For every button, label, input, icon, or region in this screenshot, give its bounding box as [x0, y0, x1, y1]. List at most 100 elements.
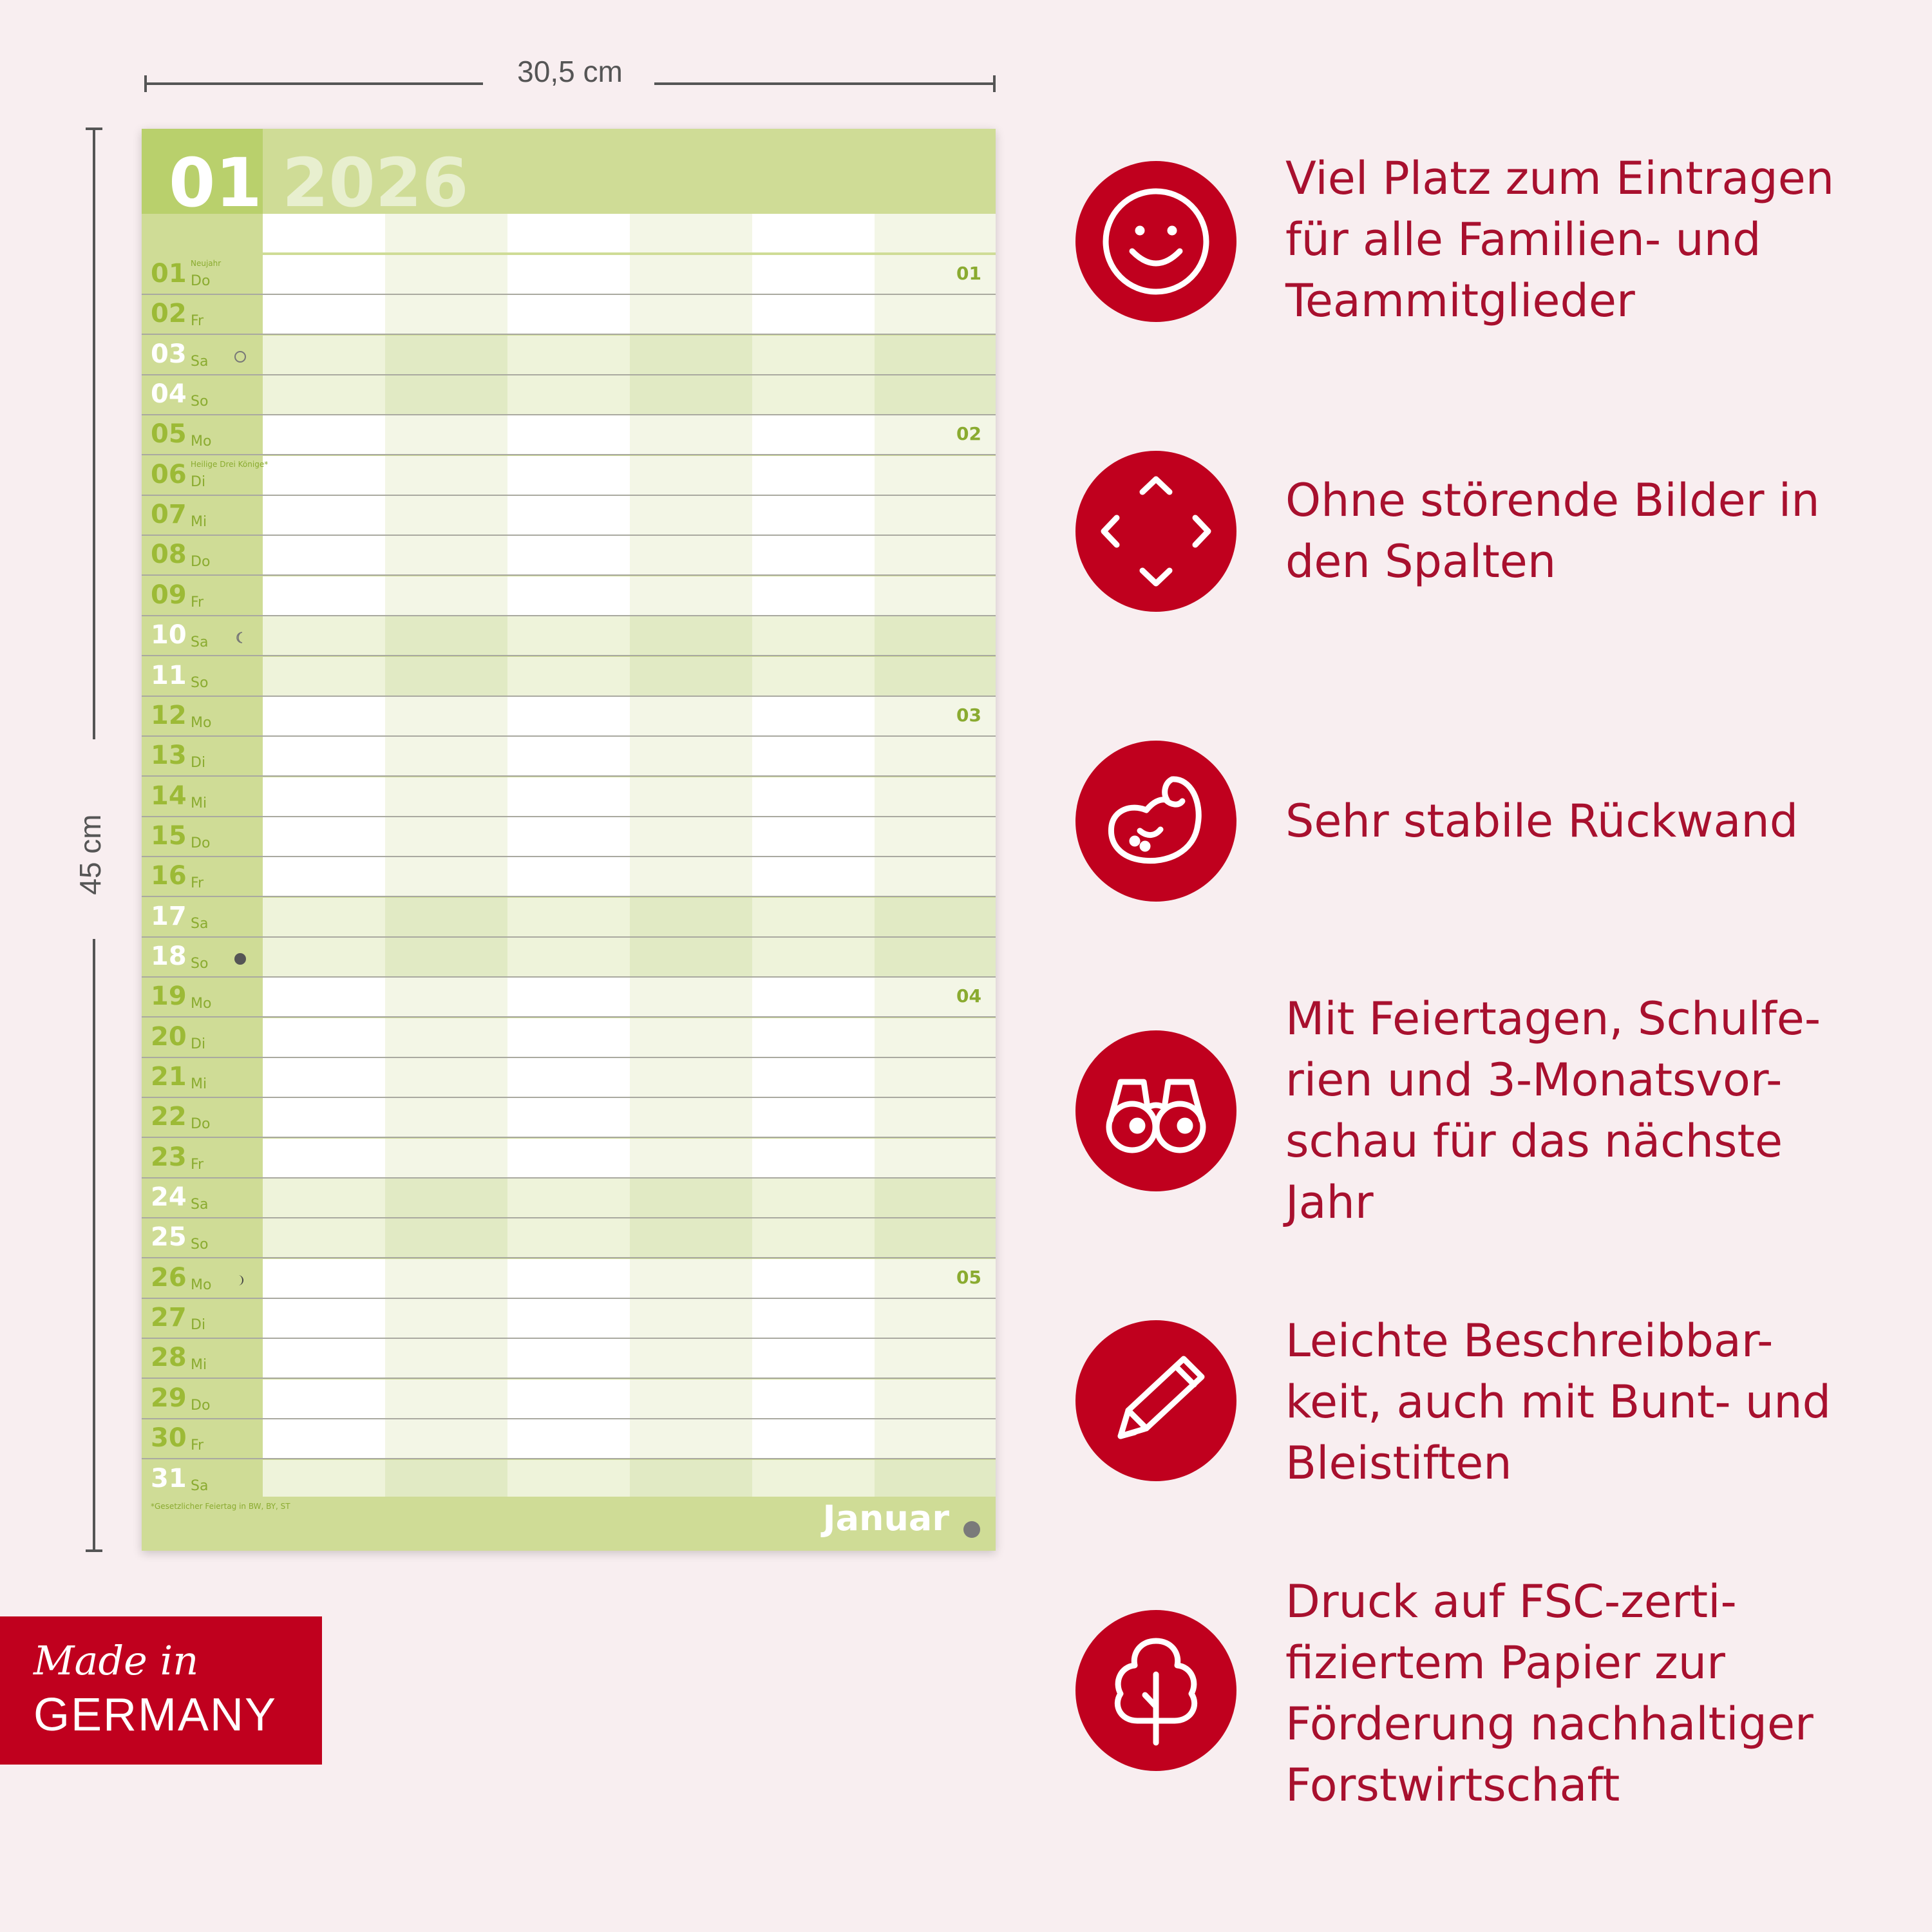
entry-cell[interactable]	[385, 1018, 507, 1057]
entry-cell[interactable]	[875, 978, 996, 1017]
entry-cell[interactable]	[875, 777, 996, 816]
entry-cell[interactable]	[752, 817, 875, 856]
entry-cell[interactable]	[507, 335, 630, 374]
entry-cell[interactable]	[875, 1018, 996, 1057]
entry-cell[interactable]	[875, 1379, 996, 1418]
entry-cell[interactable]	[263, 696, 385, 735]
entry-cell[interactable]	[263, 536, 385, 575]
entry-cell[interactable]	[263, 737, 385, 776]
entry-cell[interactable]	[875, 1058, 996, 1097]
entry-cell[interactable]	[385, 777, 507, 816]
entry-cell[interactable]	[875, 1339, 996, 1378]
entry-cell[interactable]	[263, 857, 385, 896]
entry-cell[interactable]	[630, 1419, 752, 1459]
entry-cell[interactable]	[752, 1459, 875, 1499]
entry-cell[interactable]	[507, 576, 630, 615]
entry-cell[interactable]	[875, 255, 996, 294]
entry-cell[interactable]	[875, 496, 996, 535]
entry-cell[interactable]	[385, 897, 507, 936]
entry-cell[interactable]	[752, 335, 875, 374]
entry-cell[interactable]	[752, 1098, 875, 1137]
entry-cell[interactable]	[752, 1379, 875, 1418]
entry-cell[interactable]	[385, 696, 507, 735]
entry-cell[interactable]	[263, 295, 385, 334]
entry-cell[interactable]	[630, 1459, 752, 1499]
entry-cell[interactable]	[263, 496, 385, 535]
entry-cell[interactable]	[263, 656, 385, 696]
entry-cell[interactable]	[507, 1339, 630, 1378]
entry-cell[interactable]	[385, 455, 507, 495]
entry-cell[interactable]	[263, 777, 385, 816]
entry-cell[interactable]	[507, 1098, 630, 1137]
entry-cell[interactable]	[263, 616, 385, 656]
entry-cell[interactable]	[875, 1459, 996, 1499]
entry-cell[interactable]	[630, 1098, 752, 1137]
entry-cell[interactable]	[385, 1138, 507, 1177]
entry-cell[interactable]	[752, 295, 875, 334]
entry-cell[interactable]	[875, 696, 996, 735]
entry-cell[interactable]	[875, 817, 996, 856]
entry-cell[interactable]	[263, 1058, 385, 1097]
entry-cell[interactable]	[385, 255, 507, 294]
entry-cell[interactable]	[507, 817, 630, 856]
entry-cell[interactable]	[630, 1018, 752, 1057]
entry-cell[interactable]	[263, 1459, 385, 1499]
entry-cell[interactable]	[385, 1339, 507, 1378]
entry-cell[interactable]	[263, 1379, 385, 1418]
entry-cell[interactable]	[752, 1058, 875, 1097]
entry-cell[interactable]	[507, 978, 630, 1017]
entry-cell[interactable]	[630, 616, 752, 656]
entry-cell[interactable]	[507, 455, 630, 495]
entry-cell[interactable]	[630, 496, 752, 535]
entry-cell[interactable]	[507, 375, 630, 415]
entry-cell[interactable]	[752, 1299, 875, 1338]
entry-cell[interactable]	[752, 777, 875, 816]
entry-cell[interactable]	[875, 656, 996, 696]
entry-cell[interactable]	[507, 1379, 630, 1418]
entry-cell[interactable]	[385, 335, 507, 374]
entry-cell[interactable]	[630, 777, 752, 816]
entry-cell[interactable]	[630, 1299, 752, 1338]
entry-cell[interactable]	[263, 576, 385, 615]
entry-cell[interactable]	[630, 897, 752, 936]
entry-cell[interactable]	[752, 1138, 875, 1177]
entry-cell[interactable]	[507, 1179, 630, 1218]
entry-cell[interactable]	[630, 335, 752, 374]
entry-cell[interactable]	[752, 455, 875, 495]
entry-cell[interactable]	[875, 616, 996, 656]
entry-cell[interactable]	[507, 937, 630, 976]
entry-cell[interactable]	[385, 616, 507, 656]
entry-cell[interactable]	[875, 536, 996, 575]
entry-cell[interactable]	[875, 1258, 996, 1298]
entry-cell[interactable]	[630, 696, 752, 735]
entry-cell[interactable]	[752, 978, 875, 1017]
entry-cell[interactable]	[875, 375, 996, 415]
entry-cell[interactable]	[263, 415, 385, 455]
entry-cell[interactable]	[752, 415, 875, 455]
entry-cell[interactable]	[263, 897, 385, 936]
entry-cell[interactable]	[630, 817, 752, 856]
entry-cell[interactable]	[752, 496, 875, 535]
entry-cell[interactable]	[385, 496, 507, 535]
entry-cell[interactable]	[507, 295, 630, 334]
entry-cell[interactable]	[875, 1419, 996, 1459]
entry-cell[interactable]	[507, 255, 630, 294]
entry-cell[interactable]	[263, 1098, 385, 1137]
entry-cell[interactable]	[875, 1098, 996, 1137]
entry-cell[interactable]	[630, 255, 752, 294]
entry-cell[interactable]	[507, 1218, 630, 1258]
entry-cell[interactable]	[630, 1379, 752, 1418]
entry-cell[interactable]	[630, 576, 752, 615]
entry-cell[interactable]	[507, 496, 630, 535]
entry-cell[interactable]	[752, 1258, 875, 1298]
entry-cell[interactable]	[875, 937, 996, 976]
entry-cell[interactable]	[630, 1339, 752, 1378]
entry-cell[interactable]	[385, 576, 507, 615]
entry-cell[interactable]	[752, 656, 875, 696]
entry-cell[interactable]	[385, 1459, 507, 1499]
entry-cell[interactable]	[630, 656, 752, 696]
entry-cell[interactable]	[752, 616, 875, 656]
entry-cell[interactable]	[263, 1419, 385, 1459]
entry-cell[interactable]	[385, 817, 507, 856]
entry-cell[interactable]	[385, 1058, 507, 1097]
